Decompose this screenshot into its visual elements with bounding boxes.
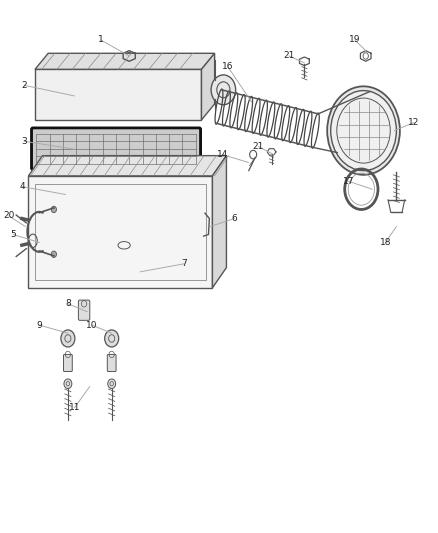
Text: 2: 2: [21, 81, 27, 90]
Circle shape: [64, 379, 72, 389]
Circle shape: [108, 379, 116, 389]
FancyBboxPatch shape: [78, 300, 90, 320]
Polygon shape: [28, 156, 226, 176]
Circle shape: [327, 86, 400, 175]
Text: 20: 20: [3, 212, 14, 220]
Text: 18: 18: [380, 238, 391, 247]
Text: 16: 16: [222, 62, 233, 71]
Text: 14: 14: [217, 150, 228, 159]
Text: 1: 1: [98, 36, 104, 44]
Text: 11: 11: [69, 403, 80, 412]
Polygon shape: [28, 176, 212, 288]
Text: 3: 3: [21, 137, 27, 146]
Text: 21: 21: [283, 52, 295, 60]
Polygon shape: [35, 53, 215, 69]
Text: 7: 7: [181, 260, 187, 268]
Polygon shape: [35, 69, 201, 120]
Circle shape: [331, 91, 396, 171]
FancyBboxPatch shape: [64, 354, 72, 372]
Text: 17: 17: [343, 177, 354, 185]
Circle shape: [105, 330, 119, 347]
Circle shape: [51, 251, 57, 257]
Text: 21: 21: [253, 142, 264, 151]
FancyBboxPatch shape: [32, 128, 201, 169]
Circle shape: [51, 206, 57, 213]
Circle shape: [211, 75, 236, 104]
FancyBboxPatch shape: [107, 354, 116, 372]
Text: 19: 19: [349, 36, 360, 44]
Text: 5: 5: [10, 230, 16, 239]
Circle shape: [61, 330, 75, 347]
Text: 4: 4: [19, 182, 25, 191]
Polygon shape: [201, 53, 215, 120]
Text: 12: 12: [408, 118, 420, 127]
Text: 8: 8: [65, 300, 71, 308]
Text: 10: 10: [86, 321, 98, 329]
Text: 9: 9: [36, 321, 42, 329]
Text: 6: 6: [231, 214, 237, 223]
Polygon shape: [212, 156, 226, 288]
